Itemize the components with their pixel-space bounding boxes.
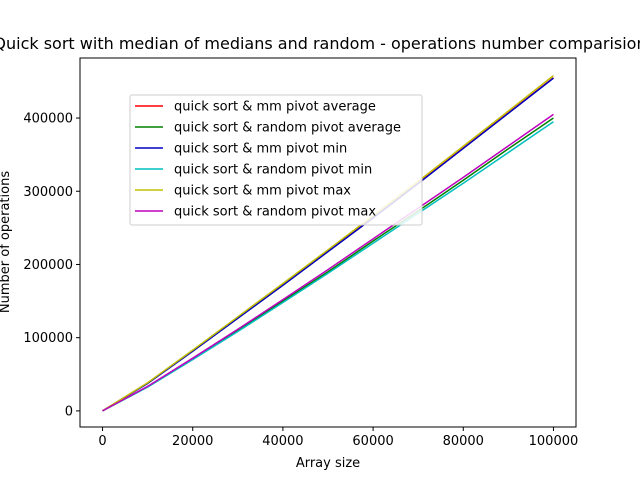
x-tick-label: 100000	[529, 434, 579, 449]
legend: quick sort & mm pivot average quick sort …	[129, 94, 423, 226]
x-tick-label: 60000	[352, 434, 393, 449]
y-axis-title: Number of operations	[0, 171, 13, 313]
x-tick-label: 20000	[172, 434, 213, 449]
y-tick-label: 0	[65, 404, 73, 419]
x-axis: 0 20000 40000 60000 80000 100000	[98, 427, 578, 449]
series-line-6	[102, 113, 554, 412]
x-tick-label: 40000	[262, 434, 303, 449]
x-axis-title: Array size	[296, 456, 360, 471]
legend-label: quick sort & random pivot max	[174, 205, 376, 220]
y-tick-label: 400000	[23, 112, 73, 127]
legend-label: quick sort & mm pivot min	[174, 142, 347, 157]
series-line-3	[102, 77, 554, 412]
plot-area	[79, 57, 577, 428]
y-tick-label: 300000	[23, 185, 73, 200]
legend-label: quick sort & mm pivot average	[174, 100, 376, 115]
y-tick-label: 200000	[23, 258, 73, 273]
chart-title: Quick sort with median of medians and ra…	[0, 34, 640, 53]
series-line-4	[102, 121, 554, 412]
x-tick-label: 0	[98, 434, 106, 449]
series-line-5	[102, 74, 554, 412]
y-tick-label: 100000	[23, 331, 73, 346]
axes-frame	[79, 57, 577, 428]
series-lines	[102, 74, 554, 412]
legend-label: quick sort & random pivot average	[174, 121, 401, 136]
y-axis: 0 100000 200000 300000 400000	[23, 112, 80, 419]
x-tick-label: 80000	[443, 434, 484, 449]
legend-box	[129, 94, 423, 226]
legend-label: quick sort & random pivot min	[174, 163, 372, 178]
legend-label: quick sort & mm pivot max	[174, 184, 351, 199]
